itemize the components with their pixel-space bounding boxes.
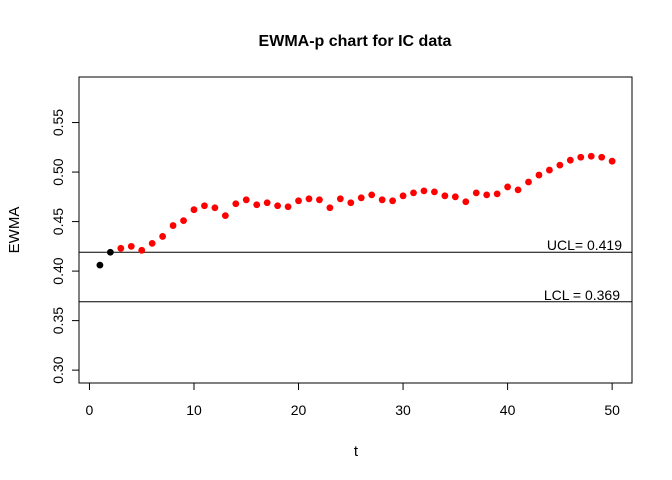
y-tick-label: 0.35 (50, 307, 66, 334)
data-point (305, 195, 313, 203)
plot-area: 0 10 20 30 40 50 0.30 0.35 0.40 0.45 0.50 0.55 (50, 76, 633, 418)
data-point (368, 191, 376, 199)
data-point (514, 186, 522, 194)
lcl-label: LCL = 0.369 (544, 287, 620, 303)
x-axis-label: t (354, 443, 359, 460)
data-point (608, 157, 616, 165)
data-point (284, 203, 292, 211)
data-point (274, 202, 282, 210)
data-point (504, 183, 512, 191)
data-point (525, 178, 532, 186)
data-point (462, 198, 470, 206)
data-point (441, 192, 449, 200)
data-point (232, 200, 240, 208)
data-point (326, 204, 334, 212)
x-tick-label: 20 (291, 402, 307, 418)
data-point (451, 193, 459, 201)
x-tick-label: 30 (395, 402, 411, 418)
data-point (535, 171, 543, 179)
x-tick-label: 10 (186, 402, 202, 418)
data-point (546, 166, 553, 174)
y-tick-label: 0.55 (50, 109, 66, 136)
data-point (295, 197, 302, 205)
y-tick-label: 0.45 (50, 208, 66, 235)
data-point (159, 233, 167, 240)
data-point (180, 217, 187, 224)
data-point (420, 187, 428, 195)
data-point (566, 156, 574, 164)
data-point (378, 196, 386, 204)
data-point (587, 152, 595, 160)
data-point-start (96, 261, 104, 269)
data-point (483, 191, 491, 199)
data-point (148, 239, 156, 247)
x-tick-label: 0 (86, 402, 94, 418)
data-point (127, 242, 135, 250)
plot-box (78, 76, 633, 384)
data-point (389, 197, 397, 205)
data-point (263, 199, 271, 207)
data-point (399, 192, 407, 200)
data-point (336, 195, 344, 203)
data-point (347, 199, 355, 207)
data-point (357, 194, 365, 202)
data-point (138, 246, 146, 254)
y-tick-label: 0.50 (50, 158, 66, 185)
y-tick-label: 0.30 (50, 356, 66, 383)
data-point (577, 153, 585, 161)
data-point (472, 189, 480, 197)
data-point (201, 202, 208, 210)
x-tick-label: 50 (604, 402, 620, 418)
data-point (242, 196, 250, 204)
data-point (410, 189, 417, 197)
x-tick-label: 40 (500, 402, 516, 418)
ucl-label: UCL= 0.419 (547, 237, 622, 253)
data-point (431, 188, 438, 196)
y-axis-label: EWMA (6, 207, 23, 254)
data-point (493, 190, 501, 198)
data-point (556, 161, 564, 169)
y-tick-label: 0.40 (50, 257, 66, 284)
data-point (117, 244, 125, 252)
data-point-start (106, 248, 114, 256)
data-point (253, 201, 261, 209)
chart-title: EWMA-p chart for IC data (259, 33, 452, 50)
data-point (190, 206, 198, 214)
data-point (169, 222, 177, 229)
data-point (598, 153, 606, 161)
data-point (211, 204, 219, 212)
data-point (316, 196, 323, 204)
data-point (221, 212, 229, 220)
